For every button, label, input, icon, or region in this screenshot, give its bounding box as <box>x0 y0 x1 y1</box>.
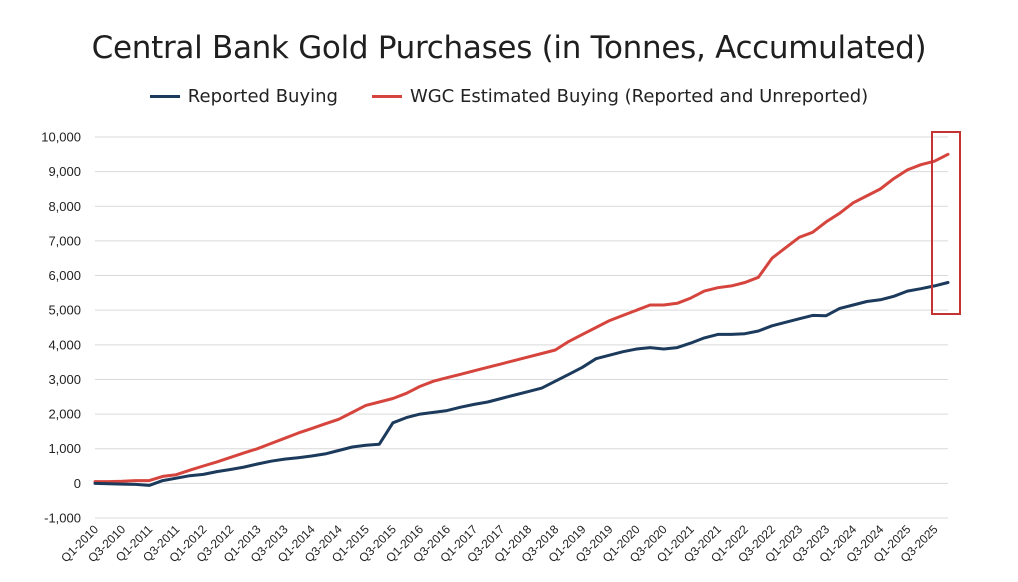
legend-item-reported: Reported Buying <box>149 86 338 107</box>
legend-label-wgc: WGC Estimated Buying (Reported and Unrep… <box>409 86 869 107</box>
y-axis: -1,000 0 1,000 2,000 3,000 4,000 5,000 6,000 7,0… <box>41 130 81 526</box>
series-line-wgc-estimated <box>93 152 950 484</box>
y-tick-label: 0 <box>74 476 81 491</box>
x-axis: Q1-2010Q3-2010Q1-2011Q3-2011Q1-2012Q3-20… <box>58 522 941 565</box>
y-tick-label: 6,000 <box>48 268 81 283</box>
legend-label-reported: Reported Buying <box>187 86 338 107</box>
y-tick-label: 3,000 <box>48 372 81 387</box>
y-tick-label: 8,000 <box>48 199 81 214</box>
legend-swatch-wgc <box>371 95 402 98</box>
series-lines <box>93 152 950 487</box>
y-tick-label: 1,000 <box>48 441 81 456</box>
y-tick-label: -1,000 <box>44 511 81 526</box>
y-tick-label: 9,000 <box>48 164 81 179</box>
highlight-box <box>931 131 961 315</box>
y-tick-label: 2,000 <box>48 407 81 422</box>
y-tick-label: 4,000 <box>48 337 81 352</box>
y-tick-label: 10,000 <box>41 130 81 145</box>
chart-title: Central Bank Gold Purchases (in Tonnes, … <box>91 30 927 66</box>
legend-swatch-reported <box>149 95 180 98</box>
legend-item-wgc: WGC Estimated Buying (Reported and Unrep… <box>371 86 869 107</box>
y-tick-label: 7,000 <box>48 233 81 248</box>
annotations <box>931 131 961 315</box>
y-tick-label: 5,000 <box>48 303 81 318</box>
grid-lines <box>95 136 948 519</box>
series-line-reported-buying <box>93 281 950 487</box>
chart-legend: Reported Buying WGC Estimated Buying (Re… <box>0 86 1018 107</box>
